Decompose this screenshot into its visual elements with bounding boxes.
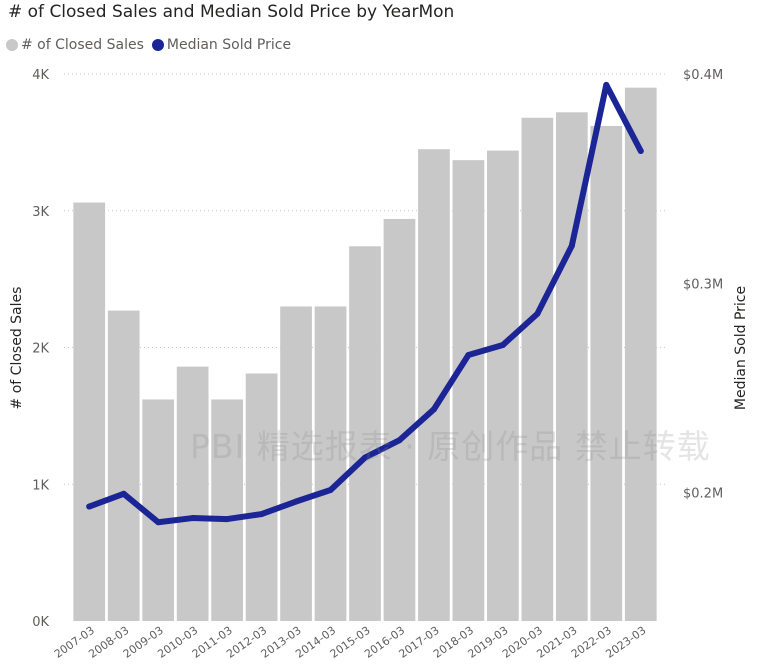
bars xyxy=(73,87,657,622)
bar xyxy=(521,117,554,621)
median-price-point xyxy=(465,352,472,359)
bar xyxy=(280,306,312,621)
bar xyxy=(624,87,657,622)
bar xyxy=(452,160,485,621)
y-left-tick-label: 0K xyxy=(32,615,49,630)
left-axis-ticks: 0K 1K 2K 3K 4K xyxy=(32,68,49,630)
y-left-tick-label: 4K xyxy=(32,68,49,83)
right-axis-ticks: $0.2M $0.3M $0.4M xyxy=(683,68,723,502)
legend-item-closed-sales[interactable]: # of Closed Sales xyxy=(6,37,144,53)
y-right-tick-label: $0.4M xyxy=(683,68,723,83)
median-price-point xyxy=(189,515,196,522)
bar xyxy=(383,218,416,621)
median-price-point xyxy=(637,148,644,155)
legend-dot-median-price xyxy=(151,39,164,51)
bar xyxy=(314,306,347,621)
chart-title: # of Closed Sales and Median Sold Price … xyxy=(8,2,455,22)
legend-dot-closed-sales xyxy=(6,39,18,51)
y-left-tick-label: 3K xyxy=(32,205,49,220)
bar xyxy=(487,150,519,621)
median-price-point xyxy=(120,490,127,497)
x-axis-ticks: 2007-032008-032009-032010-032011-032012-… xyxy=(52,624,649,661)
bar xyxy=(245,373,278,621)
median-price-point xyxy=(293,498,300,505)
y-left-axis-title: # of Closed Sales xyxy=(9,287,25,410)
median-price-point xyxy=(499,341,506,348)
bar xyxy=(349,246,381,621)
y-right-tick-label: $0.2M xyxy=(683,487,723,502)
median-price-point xyxy=(258,511,265,518)
y-right-axis-title: Median Sold Price xyxy=(733,286,749,410)
bar xyxy=(73,202,106,622)
median-price-point xyxy=(603,81,610,88)
median-price-point xyxy=(430,406,437,413)
median-price-point xyxy=(327,487,334,494)
median-price-point xyxy=(362,454,368,461)
median-price-point xyxy=(568,242,575,249)
median-price-point xyxy=(396,437,403,444)
y-left-tick-label: 1K xyxy=(32,478,49,493)
bar xyxy=(107,310,140,621)
bar xyxy=(418,149,450,621)
y-left-tick-label: 2K xyxy=(32,342,49,357)
watermark: PBI 精选报表 · 原创作品 禁止转载 xyxy=(190,427,711,466)
median-price-point xyxy=(534,310,541,317)
legend-label-closed-sales: # of Closed Sales xyxy=(21,37,144,53)
median-price-point xyxy=(224,516,231,523)
median-price-point xyxy=(155,519,162,526)
y-right-tick-label: $0.3M xyxy=(683,277,723,292)
legend-item-median-price[interactable]: Median Sold Price xyxy=(151,37,292,53)
line-layer xyxy=(86,81,644,526)
legend[interactable]: # of Closed Sales Median Sold Price xyxy=(6,37,299,53)
bar xyxy=(176,366,209,621)
median-price-point xyxy=(86,503,93,510)
bar xyxy=(590,125,623,621)
bar xyxy=(211,399,243,621)
legend-label-median-price: Median Sold Price xyxy=(166,37,292,53)
